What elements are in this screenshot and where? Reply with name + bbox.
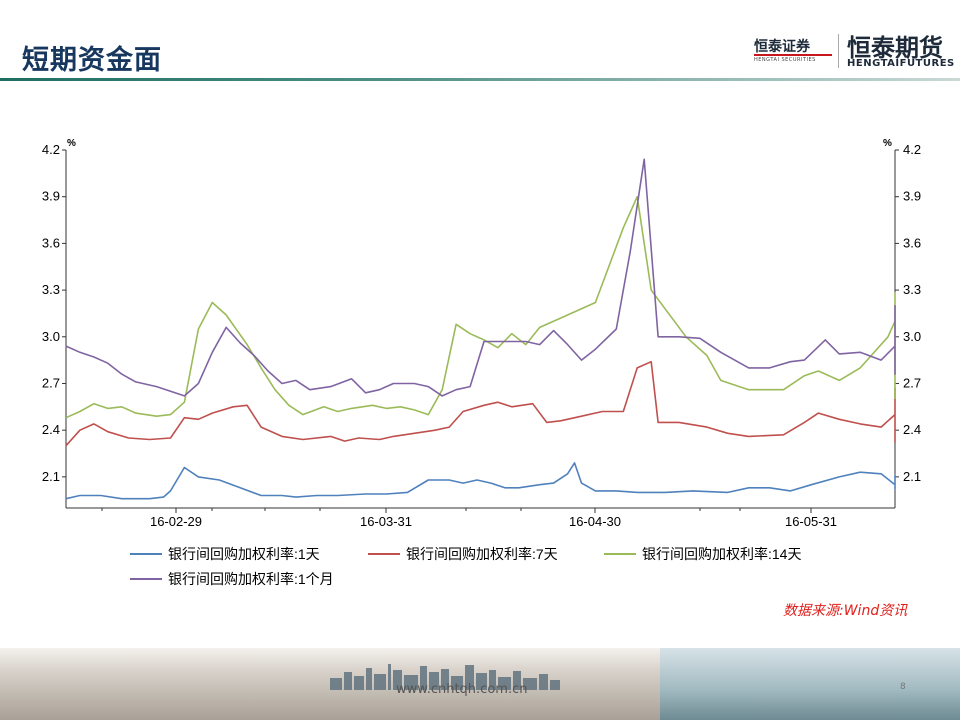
- right-unit-label: %: [883, 138, 892, 149]
- y-tick-label-left: 4.2: [42, 142, 60, 157]
- y-tick-label-left: 3.9: [42, 189, 60, 204]
- legend-label: 银行间回购加权利率:1个月: [168, 571, 334, 587]
- city-skyline-icon: [330, 664, 560, 690]
- htf-logo-sub: HENGTAIFUTURES: [847, 58, 955, 69]
- y-ticks-right: 2.1 2.4 2.7 3.0 3.3 3.6 3.9 4.2: [895, 142, 921, 484]
- htsc-logo-sub: HENGTAI SECURITIES: [754, 57, 816, 63]
- y-tick-label-left: 2.4: [42, 422, 60, 437]
- y-tick-label-left: 3.0: [42, 329, 60, 344]
- page-number: 8: [900, 682, 906, 692]
- htsc-logo-name: 恒泰证券: [754, 39, 810, 55]
- x-tick-label: 16-03-31: [360, 514, 412, 529]
- y-tick-label-left: 2.7: [42, 375, 60, 390]
- series-line-4: [65, 158, 896, 397]
- htsc-logo: 恒泰证券 HENGTAI SECURITIES: [748, 34, 836, 68]
- footer-sea: [660, 648, 960, 720]
- y-tick-label-right: 3.0: [903, 329, 921, 344]
- logo-divider: [838, 34, 839, 68]
- y-tick-label-right: 3.6: [903, 235, 921, 250]
- y-tick-label-left: 2.1: [42, 469, 60, 484]
- htf-logo: 恒泰期货 HENGTAIFUTURES: [845, 28, 957, 72]
- page-title: 短期资金面: [22, 45, 162, 76]
- legend-label: 银行间回购加权利率:1天: [168, 546, 320, 562]
- htsc-logo-bar: [754, 54, 832, 56]
- series-line-3: [65, 195, 896, 419]
- data-source-note: 数据来源:Wind资讯: [783, 603, 908, 619]
- y-tick-label-left: 3.6: [42, 235, 60, 250]
- x-tick-label: 16-04-30: [569, 514, 621, 529]
- y-ticks-left: 2.1 2.4 2.7 3.0 3.3 3.6 3.9 4.2: [42, 142, 66, 484]
- repo-rate-chart: % % 2.1 2.4 2.7 3.0 3.3 3.6 3.9 4.2 2.1 2.4 2.7 3.…: [42, 138, 921, 587]
- plot-frame: [65, 150, 896, 509]
- y-tick-label-right: 2.1: [903, 469, 921, 484]
- y-tick-label-right: 3.3: [903, 282, 921, 297]
- y-tick-label-right: 2.7: [903, 375, 921, 390]
- x-tick-label: 16-02-29: [150, 514, 202, 529]
- legend-label: 银行间回购加权利率:7天: [406, 546, 558, 562]
- x-tick-label: 16-05-31: [785, 514, 837, 529]
- htf-logo-name: 恒泰期货: [847, 34, 943, 62]
- series-line-2: [65, 360, 896, 447]
- y-tick-label-right: 3.9: [903, 189, 921, 204]
- x-ticks: 16-02-29 16-03-31 16-04-30 16-05-31: [101, 508, 837, 529]
- legend-label: 银行间回购加权利率:14天: [642, 546, 801, 562]
- footer-url[interactable]: www.cnhtqh.com.cn: [396, 682, 528, 697]
- y-tick-label-left: 3.3: [42, 282, 60, 297]
- footer-banner: www.cnhtqh.com.cn 8: [0, 648, 960, 720]
- legend: 银行间回购加权利率:1天 银行间回购加权利率:7天 银行间回购加权利率:14天银行间…: [130, 546, 801, 587]
- y-tick-label-right: 4.2: [903, 142, 921, 157]
- series-lines: [65, 158, 896, 500]
- series-line-1: [65, 462, 896, 500]
- y-tick-label-right: 2.4: [903, 422, 921, 437]
- left-unit-label: %: [67, 138, 76, 149]
- title-underline: [0, 78, 960, 81]
